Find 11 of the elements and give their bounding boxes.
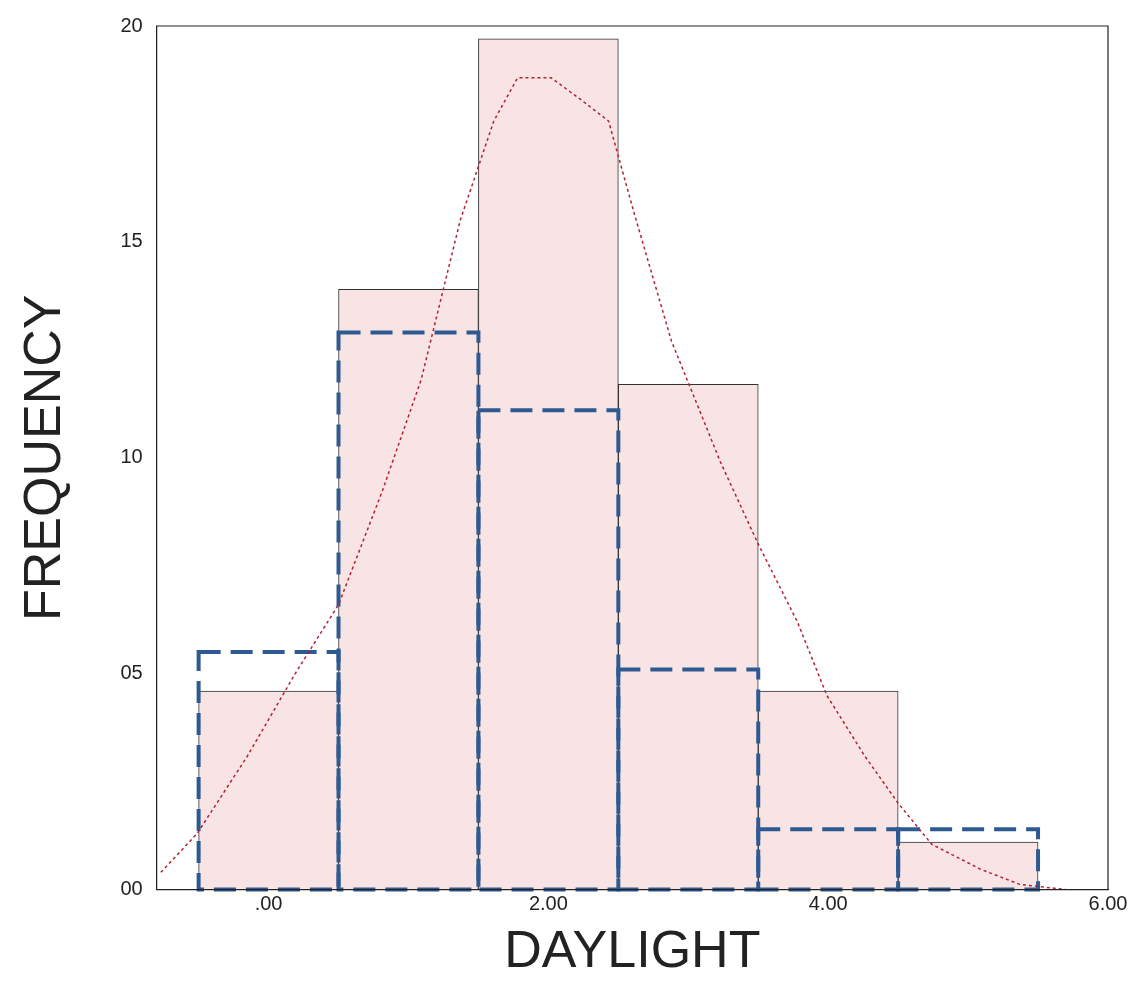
y-tick-label: 05	[120, 661, 143, 684]
x-axis-title: DAYLIGHT	[504, 920, 761, 979]
x-tick-label: 6.00	[1088, 892, 1128, 915]
y-axis-title: FREQUENCY	[12, 294, 71, 622]
y-tick-label: 10	[120, 445, 143, 468]
y-tick-label: 15	[120, 229, 143, 252]
x-tick-label: 4.00	[808, 892, 848, 915]
y-tick-label: 00	[120, 877, 143, 900]
y-tick-label: 20	[120, 13, 143, 36]
x-tick-label: 2.00	[528, 892, 568, 915]
x-tick-label: .00	[254, 892, 283, 915]
